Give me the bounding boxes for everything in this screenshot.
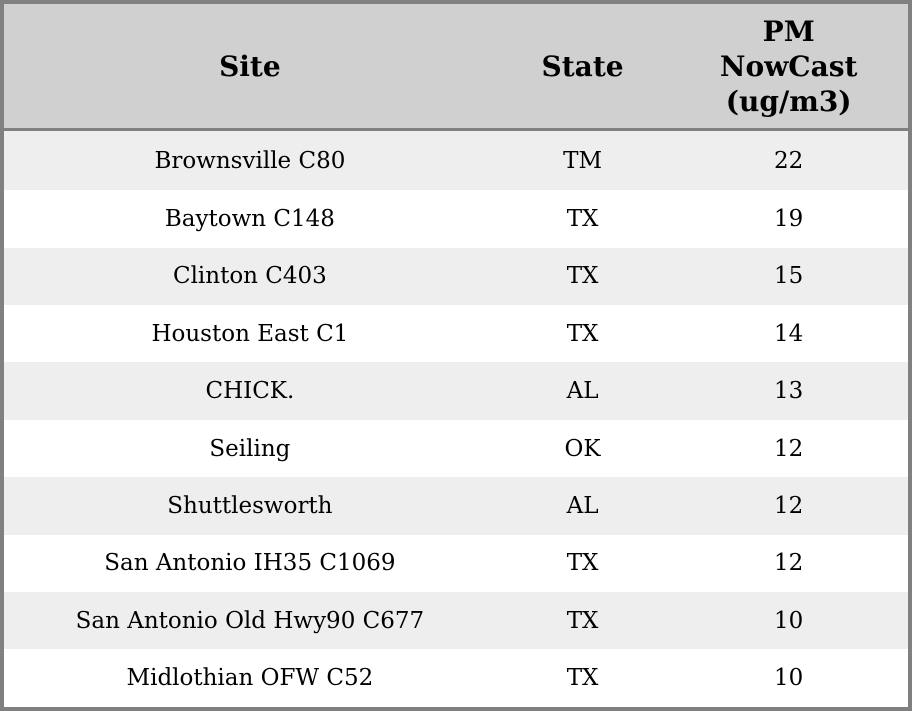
site-cell: Houston East C1 [151, 320, 349, 347]
table-row: Baytown C148 TX 19 [4, 190, 908, 248]
state-cell: TX [566, 550, 599, 577]
table-row: San Antonio Old Hwy90 C677 TX 10 [4, 592, 908, 650]
state-cell: TX [566, 665, 599, 692]
site-cell: CHICK. [205, 378, 295, 405]
site-cell: Midlothian OFW C52 [126, 665, 374, 692]
header-row: Site State PM NowCast (ug/m3) [4, 4, 908, 131]
column-header-state: State [495, 4, 670, 131]
state-cell: AL [566, 378, 599, 405]
table-row: Shuttlesworth AL 12 [4, 477, 908, 535]
table-row: CHICK. AL 13 [4, 362, 908, 420]
table-row: San Antonio IH35 C1069 TX 12 [4, 534, 908, 593]
column-header-site: Site [4, 4, 496, 131]
column-header-pm-nowcast: PM NowCast (ug/m3) [669, 4, 908, 131]
site-cell: Clinton C403 [172, 263, 327, 290]
pm-value-cell: 22 [774, 147, 804, 174]
site-cell: Baytown C148 [164, 205, 335, 232]
state-cell: TX [566, 263, 599, 290]
state-cell: TX [566, 320, 599, 347]
pm-nowcast-table: Site State PM NowCast (ug/m3) Brownsvill… [4, 4, 908, 707]
site-cell: San Antonio IH35 C1069 [104, 550, 396, 577]
state-cell: TX [566, 205, 599, 232]
state-cell: OK [564, 435, 601, 462]
table-body: Brownsville C80 TM 22 Baytown C148 TX 19… [4, 129, 908, 707]
site-cell: Seiling [209, 435, 291, 462]
pm-value-cell: 10 [774, 607, 804, 634]
state-cell: TX [566, 607, 599, 634]
table-row: Seiling OK 12 [4, 419, 908, 478]
pm-value-cell: 12 [774, 435, 804, 462]
pm-value-cell: 12 [774, 492, 804, 519]
table-header: Site State PM NowCast (ug/m3) [4, 4, 908, 131]
pm-value-cell: 15 [774, 263, 804, 290]
pm-value-cell: 10 [774, 665, 804, 692]
table-row: Clinton C403 TX 15 [4, 247, 908, 306]
pm-value-cell: 12 [774, 550, 804, 577]
site-cell: Brownsville C80 [154, 147, 346, 174]
pm-value-cell: 19 [774, 205, 804, 232]
table-row: Brownsville C80 TM 22 [4, 129, 908, 191]
state-cell: TM [563, 147, 603, 174]
pm-value-cell: 13 [774, 378, 804, 405]
table-row: Houston East C1 TX 14 [4, 305, 908, 363]
table-row: Midlothian OFW C52 TX 10 [4, 649, 908, 707]
state-cell: AL [566, 492, 599, 519]
pm-value-cell: 14 [774, 320, 804, 347]
site-cell: Shuttlesworth [167, 492, 333, 519]
site-cell: San Antonio Old Hwy90 C677 [75, 607, 425, 634]
